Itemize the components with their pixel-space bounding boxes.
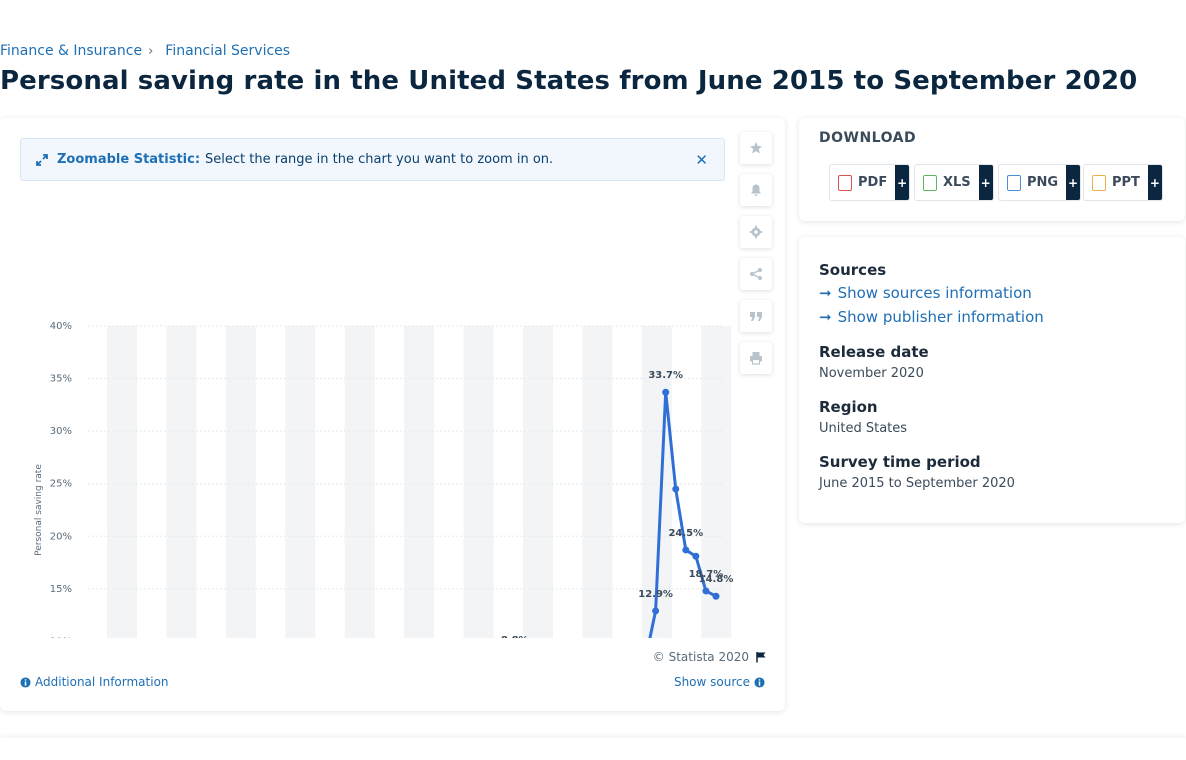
chart-band [582,326,613,638]
data-point [662,388,670,396]
download-png-plus[interactable]: + [1066,165,1081,200]
data-label: 14.8% [699,574,734,585]
notification-button[interactable] [740,174,772,206]
y-tick-label: 20% [50,531,72,542]
cite-button[interactable] [740,300,772,332]
bottom-card [0,738,1186,760]
chart-band [225,326,256,638]
region-value: United States [819,421,908,436]
show-sources-label: Show sources information [837,284,1032,302]
download-ppt-button[interactable]: PPT + [1083,164,1163,201]
bell-icon [751,184,761,196]
download-card: DOWNLOAD PDF + XLS + PNG + PPT + [799,118,1185,221]
show-sources-link[interactable]: ➞ Show sources information [819,284,1032,302]
chart-band [463,326,494,638]
page-title: Personal saving rate in the United State… [0,66,1138,96]
chart-toolbar [740,132,772,374]
download-ppt-plus[interactable]: + [1147,165,1162,200]
sources-label: Sources [819,261,887,279]
release-date-value: November 2020 [819,366,924,381]
info-icon [20,676,31,688]
show-publisher-label: Show publisher information [837,308,1044,326]
star-icon [750,142,762,154]
favorite-button[interactable] [740,132,772,164]
arrow-right-icon: ➞ [819,308,832,326]
print-button[interactable] [740,342,772,374]
png-file-icon [1007,174,1021,191]
share-button[interactable] [740,258,772,290]
quote-icon [750,312,762,321]
survey-period-label: Survey time period [819,453,981,471]
breadcrumb-separator: › [148,43,154,59]
copyright: © Statista 2020 [653,650,767,664]
y-tick-label: 25% [50,479,72,490]
additional-information-link[interactable]: Additional Information [20,675,169,689]
xls-file-icon [923,174,937,191]
zoom-banner-label: Zoomable Statistic: [57,152,201,167]
chart-card: Zoomable Statistic: Select the range in … [0,118,785,711]
data-point [672,485,680,493]
chart-band [344,326,375,638]
data-point [652,607,660,615]
region-label: Region [819,398,878,416]
expand-icon [36,153,48,166]
info-card: Sources ➞ Show sources information ➞ Sho… [799,237,1185,523]
zoom-banner: Zoomable Statistic: Select the range in … [20,138,725,181]
copyright-text: © Statista 2020 [652,650,749,664]
release-date-label: Release date [819,343,929,361]
pdf-file-icon [838,174,852,191]
download-xls-plus[interactable]: + [978,165,993,200]
data-label: 24.5% [668,528,703,539]
ppt-file-icon [1092,174,1106,191]
data-point [702,587,710,595]
chart-band [285,326,316,638]
chart-band [166,326,197,638]
data-point [682,546,690,554]
zoom-banner-text: Select the range in the chart you want t… [205,152,554,167]
data-label: 8.8% [501,635,529,638]
y-tick-label: 10% [50,636,72,638]
data-label: 33.7% [648,370,683,381]
data-point [692,552,700,560]
show-publisher-link[interactable]: ➞ Show publisher information [819,308,1044,326]
show-source-label: Show source [673,675,750,689]
arrow-right-icon: ➞ [819,284,832,302]
line-chart[interactable]: 40%35%30%25%20%15%10%5%Personal saving r… [0,118,785,638]
gear-icon [749,225,763,239]
download-pdf-label: PDF [858,175,888,190]
download-pdf-plus[interactable]: + [895,165,910,200]
info-icon [754,676,765,688]
flag-icon[interactable] [755,651,767,663]
download-ppt-label: PPT [1112,175,1140,190]
y-tick-label: 30% [50,426,72,437]
data-label: 12.9% [638,589,673,600]
survey-period-value: June 2015 to September 2020 [819,476,1015,491]
y-axis-label: Personal saving rate [34,464,44,556]
y-tick-label: 15% [50,584,72,595]
download-xls-button[interactable]: XLS + [914,164,994,201]
chart-band [523,326,553,638]
download-png-button[interactable]: PNG + [998,164,1082,201]
chart-band [404,326,435,638]
additional-information-label: Additional Information [35,675,169,689]
y-tick-label: 40% [50,321,72,332]
download-xls-label: XLS [943,175,971,190]
download-png-label: PNG [1027,175,1059,190]
download-title: DOWNLOAD [819,130,917,146]
share-icon [750,268,762,280]
data-point [712,592,720,600]
y-tick-label: 35% [50,374,72,385]
breadcrumb: Finance & Insurance › Financial Services [0,43,290,59]
breadcrumb-finance-insurance[interactable]: Finance & Insurance [0,43,143,59]
settings-button[interactable] [740,216,772,248]
chart-band [107,326,137,638]
data-label: 18.7% [689,569,724,580]
breadcrumb-financial-services[interactable]: Financial Services [165,43,291,59]
chart-band [701,326,732,638]
show-source-link[interactable]: Show source [674,675,765,689]
print-icon [750,352,762,365]
close-icon[interactable]: ✕ [695,151,708,169]
download-pdf-button[interactable]: PDF + [829,164,911,201]
